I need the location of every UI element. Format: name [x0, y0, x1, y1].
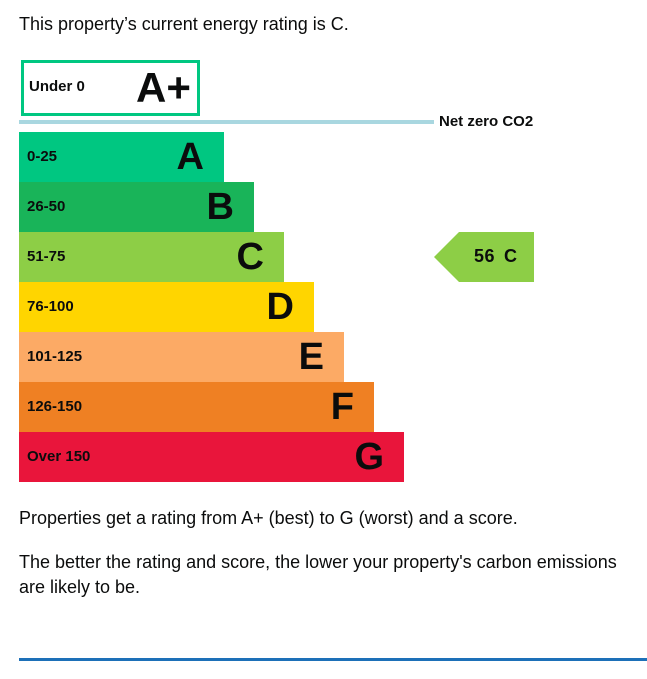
band-letter: B [206, 186, 234, 228]
band-range-label: 101-125 [27, 348, 83, 365]
band-range-label: 76-100 [27, 298, 74, 315]
rating-explanation: Properties get a rating from A+ (best) t… [19, 508, 518, 528]
band-a-plus: Under 0 A+ [21, 60, 200, 116]
band-letter: D [266, 286, 294, 328]
band-letter: G [354, 436, 384, 478]
rating-intro: This property’s current energy rating is… [19, 14, 349, 34]
current-letter: C [504, 246, 518, 266]
band-range-label: 51-75 [27, 248, 66, 265]
net-zero-label: Net zero CO2 [439, 113, 534, 130]
band-e: 101-125 E [19, 332, 344, 382]
band-letter: F [330, 386, 354, 428]
section-divider [19, 658, 647, 661]
band-letter: A+ [136, 64, 191, 111]
net-zero-line [19, 120, 434, 124]
band-f: 126-150 F [19, 382, 374, 432]
band-letter: E [298, 336, 324, 378]
band-d: 76-100 D [19, 282, 314, 332]
emissions-explanation: The better the rating and score, the low… [19, 552, 617, 597]
band-range-label: 126-150 [27, 398, 83, 415]
current-rating-label: 56 C [474, 246, 518, 267]
band-letter: A [176, 136, 204, 178]
band-b: 26-50 B [19, 182, 254, 232]
band-range-label: 0-25 [27, 148, 58, 165]
band-c: 51-75 C [19, 232, 284, 282]
band-range-label: 26-50 [27, 198, 66, 215]
pointer-arrow-shape [434, 232, 534, 282]
band-letter: C [236, 236, 264, 278]
band-range-label: Over 150 [27, 448, 91, 465]
band-range-label: Under 0 [29, 78, 85, 95]
current-rating-pointer: 56 C [434, 232, 534, 282]
band-a: 0-25 A [19, 132, 224, 182]
current-score: 56 [474, 246, 496, 266]
band-g: Over 150 G [19, 432, 404, 482]
